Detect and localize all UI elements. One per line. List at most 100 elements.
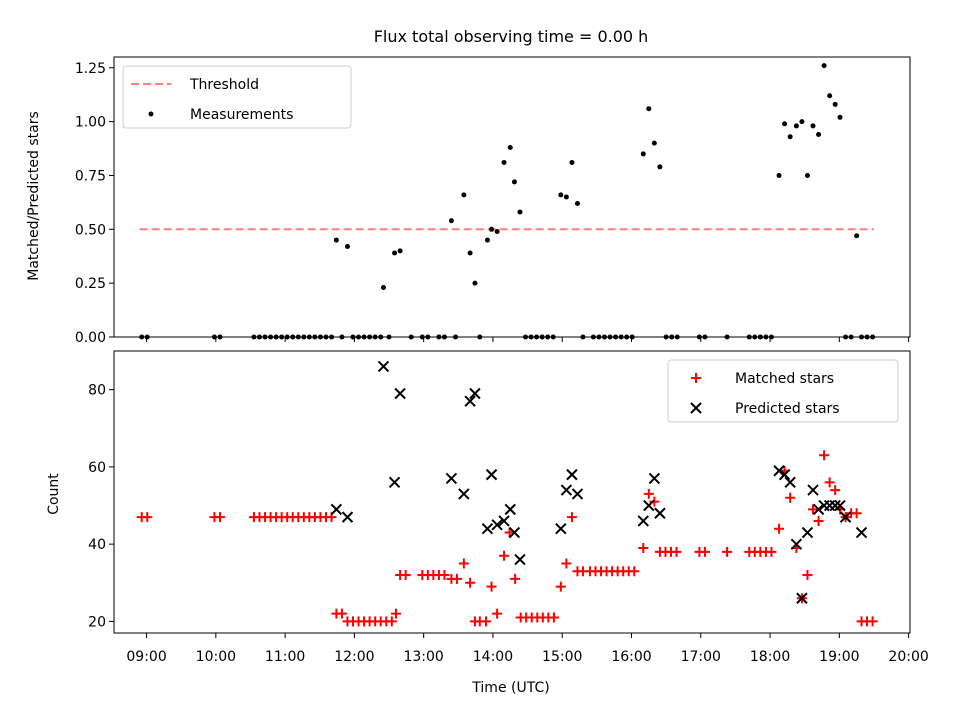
x-tick-label: 11:00 [265,649,305,665]
measurement-point [574,200,580,206]
predicted-stars-marker [829,499,841,512]
matched-stars-marker [785,492,796,503]
measurement-point [776,172,782,178]
predicted-stars-marker [773,465,785,477]
predicted-stars-marker [485,468,498,481]
matched-stars-marker [566,512,577,523]
legend-label: Measurements [190,107,293,123]
predicted-stars-marker [469,387,481,400]
predicted-stars-marker [566,468,578,481]
top-y-axis-label: Matched/Predicted stars [26,111,42,281]
top-ytick-label: 0.00 [75,330,106,346]
measurement-point [787,134,793,140]
measurement-point [333,237,339,243]
predicted-stars-marker [784,476,796,489]
x-tick-label: 17:00 [681,649,721,665]
measurement-point [827,93,833,99]
predicted-stars-marker [341,511,354,523]
measurement-point [799,119,805,125]
legend-label: Predicted stars [735,401,840,417]
measurement-point [489,226,495,232]
measurement-point [380,284,386,290]
matched-stars-marker [629,566,640,577]
x-tick-label: 15:00 [542,649,582,665]
matched-stars-marker [649,496,660,507]
bottom-y-axis-label: Count [46,473,62,515]
top-legend-box [122,65,352,129]
matched-stars-marker [722,546,733,557]
x-tick-label: 12:00 [334,649,374,665]
matched-stars-marker [699,546,710,557]
top-ytick-label: 0.50 [75,222,106,238]
bottom-ytick-label: 80 [88,383,106,399]
measurement-point [558,192,564,198]
matched-stars-marker [808,504,819,515]
measurement-point [651,140,657,146]
matched-stars-marker [499,550,510,561]
matched-stars-marker [336,608,347,619]
measurement-point [782,121,788,127]
matched-stars-marker [510,573,521,584]
measurement-point [448,218,454,224]
predicted-stars-marker [654,507,666,519]
predicted-stars-marker [812,503,825,516]
matched-stars-marker [481,616,492,627]
x-tick-label: 19:00 [819,649,859,665]
predicted-stars-marker [637,515,649,527]
x-tick-label: 10:00 [196,649,236,665]
bottom-ytick-label: 20 [88,614,106,630]
predicted-stars-marker [778,468,791,481]
measurement-point [392,250,398,256]
x-tick-label: 09:00 [126,649,166,665]
predicted-stars-marker [643,499,655,512]
matched-stars-marker [451,573,462,584]
matched-stars-marker [867,616,878,627]
measurement-point [484,237,490,243]
predicted-stars-marker [839,511,852,523]
top-ytick-label: 1.00 [75,115,106,131]
matched-stars-marker [830,485,841,496]
predicted-stars-marker [388,476,401,489]
predicted-stars-marker [571,488,584,500]
bottom-legend-box [667,359,899,423]
measurement-point [501,160,507,166]
predicted-stars-marker [504,503,516,516]
measurement-point [646,106,652,112]
matched-stars-marker [802,570,813,581]
top-panel: 0.00 0.25 0.50 0.75 1.00 1.25 Threshold Measure… [75,56,911,346]
bottom-ytick-label: 40 [88,537,106,553]
predicted-stars-marker [458,488,470,500]
measurement-point [821,63,827,69]
matched-stars-marker [643,488,654,499]
predicted-stars-marker [801,526,814,539]
matched-stars-marker [439,570,450,581]
matched-stars-marker [561,558,572,569]
predicted-stars-marker [790,538,803,550]
measurement-point [494,228,500,234]
legend-label: Matched stars [735,371,834,387]
legend-measurements-handle [148,111,154,117]
predicted-stars-marker [445,472,458,485]
predicted-stars-marker [855,526,868,539]
measurement-point [467,250,473,256]
matched-stars-marker [774,523,785,534]
predicted-stars-marker [498,515,510,527]
predicted-stars-marker [560,484,573,496]
measurement-point [517,209,523,215]
matched-stars-marker [458,558,469,569]
matched-stars-marker [548,612,559,623]
predicted-stars-marker [464,395,476,407]
measurement-point [816,132,822,138]
measurement-point [344,244,350,250]
predicted-stars-marker [834,499,846,512]
matched-stars-marker [504,527,515,538]
legend-label: Threshold [189,77,259,93]
predicted-stars-marker [796,592,808,604]
legend-matched-handle [691,373,701,383]
measurement-point [832,101,838,107]
predicted-stars-marker [514,553,526,566]
measurement-point [569,160,575,166]
matched-stars-marker [638,543,649,554]
